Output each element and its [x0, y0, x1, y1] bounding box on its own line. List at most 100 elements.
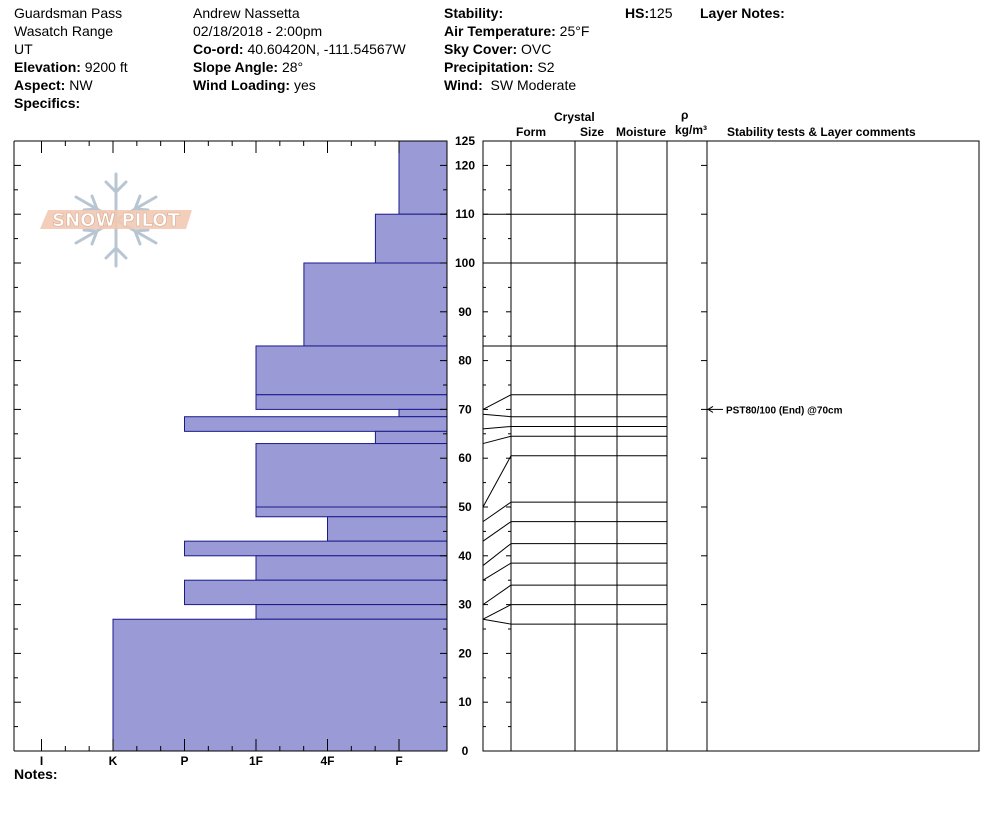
wind-label: Wind: — [444, 77, 483, 93]
hardness-bar — [374, 430, 448, 445]
sky-value: OVC — [521, 41, 552, 57]
layer-connector — [482, 604, 512, 620]
hardness-bar — [255, 443, 448, 508]
precip-label: Precipitation: — [444, 59, 534, 75]
layer-connector — [482, 584, 512, 606]
wind-loading: Wind Loading: yes — [193, 76, 316, 94]
layer-connector — [482, 394, 512, 410]
coordinates: Co-ord: 40.60420N, -111.54567W — [193, 40, 406, 58]
elevation: Elevation: 9200 ft — [14, 58, 128, 76]
observation-datetime: 02/18/2018 - 2:00pm — [193, 23, 323, 39]
y-tick-label: 40 — [458, 549, 472, 563]
wind-value: SW Moderate — [490, 77, 577, 93]
coord-value: 40.60420N, -111.54567W — [247, 41, 406, 57]
precip-value: S2 — [537, 59, 555, 75]
layer-connector — [482, 501, 512, 523]
snowpilot-logo: SNOW PILOT — [40, 172, 192, 268]
hardness-bar — [374, 213, 448, 264]
hardness-bar — [112, 618, 448, 752]
hardness-bar — [327, 516, 448, 542]
layer-connector — [482, 521, 512, 542]
coord-label: Co-ord: — [193, 41, 244, 57]
slope-value: 28° — [281, 59, 304, 75]
state: UT — [14, 41, 33, 57]
crystal-grid-frame — [482, 140, 980, 752]
stability-test-arrowhead — [707, 405, 714, 413]
stability: Stability: — [444, 4, 503, 22]
y-tick-label: 0 — [462, 744, 469, 758]
stability-label: Stability: — [444, 5, 504, 21]
elevation-value: 9200 ft — [84, 59, 128, 75]
layer-notes-label: Layer Notes: — [700, 5, 785, 21]
density-unit-header: kg/m³ — [675, 123, 708, 137]
aspect: Aspect: NW — [14, 76, 93, 94]
layer-connector — [482, 618, 512, 625]
stability-comments-header: Stability tests & Layer comments — [727, 125, 916, 139]
crystal-header: Crystal — [554, 110, 595, 124]
y-tick-label: 50 — [458, 500, 472, 514]
precipitation: Precipitation: S2 — [444, 58, 554, 76]
y-tick-label: 100 — [455, 256, 475, 270]
layer-connector — [482, 413, 512, 418]
layer-connector — [482, 425, 512, 430]
hardness-bar — [255, 345, 448, 396]
hs-label: HS: — [625, 5, 650, 21]
x-tick-label: K — [109, 754, 118, 768]
moisture-header: Moisture — [616, 125, 667, 139]
hardness-bar — [255, 394, 448, 410]
hardness-bar — [255, 604, 448, 620]
sky-cover: Sky Cover: OVC — [444, 40, 551, 58]
rho-header: ρ — [681, 108, 689, 122]
stability-test-label: PST80/100 (End) @70cm — [726, 405, 843, 416]
y-tick-label: 120 — [455, 158, 475, 172]
hardness-bar — [184, 416, 448, 432]
slope-label: Slope Angle: — [193, 59, 279, 75]
y-tick-label: 60 — [458, 451, 472, 465]
notes-label: Notes: — [14, 766, 58, 782]
hs-value: 125 — [649, 5, 673, 21]
aspect-label: Aspect: — [14, 77, 66, 93]
sky-label: Sky Cover: — [444, 41, 518, 57]
hardness-bar — [398, 140, 448, 215]
hardness-bar — [184, 579, 448, 606]
aspect-value: NW — [69, 77, 93, 93]
air-temp-label: Air Temperature: — [444, 23, 556, 39]
y-tick-label: 70 — [458, 402, 472, 416]
y-tick-label: 30 — [458, 598, 472, 612]
hardness-bar — [255, 506, 448, 518]
hardness-bar — [398, 408, 448, 418]
wind-loading-value: yes — [293, 77, 316, 93]
y-tick-label: 110 — [455, 207, 475, 221]
wind: Wind: SW Moderate — [444, 76, 576, 94]
mountain-range: Wasatch Range — [14, 23, 114, 39]
air-temperature: Air Temperature: 25°F — [444, 22, 589, 40]
x-tick-label: 4F — [320, 754, 334, 768]
x-tick-label: 1F — [249, 754, 263, 768]
hardness-bar — [184, 540, 448, 557]
layer-connector — [482, 543, 512, 566]
snow-height: HS:125 — [625, 4, 672, 22]
y-tick-label: 80 — [458, 354, 472, 368]
x-tick-label: I — [40, 754, 43, 768]
specifics-label: Specifics: — [14, 95, 81, 111]
y-tick-label: 20 — [458, 646, 472, 660]
layer-connector — [482, 455, 512, 508]
hardness-bar — [303, 262, 448, 347]
y-tick-label: 125 — [455, 134, 475, 148]
slope-angle: Slope Angle: 28° — [193, 58, 303, 76]
hardness-bar — [255, 555, 448, 581]
layer-connector — [482, 562, 512, 581]
y-tick-label: 90 — [458, 305, 472, 319]
observer-name: Andrew Nassetta — [193, 5, 300, 21]
x-tick-label: P — [180, 754, 188, 768]
air-temp-value: 25°F — [559, 23, 590, 39]
x-tick-label: F — [395, 754, 402, 768]
location-name: Guardsman Pass — [14, 5, 123, 21]
form-header: Form — [516, 125, 546, 139]
elevation-label: Elevation: — [14, 59, 81, 75]
specifics: Specifics: — [14, 94, 80, 112]
logo-text: SNOW PILOT — [52, 210, 180, 231]
layer-connector — [482, 435, 512, 445]
wind-loading-label: Wind Loading: — [193, 77, 291, 93]
